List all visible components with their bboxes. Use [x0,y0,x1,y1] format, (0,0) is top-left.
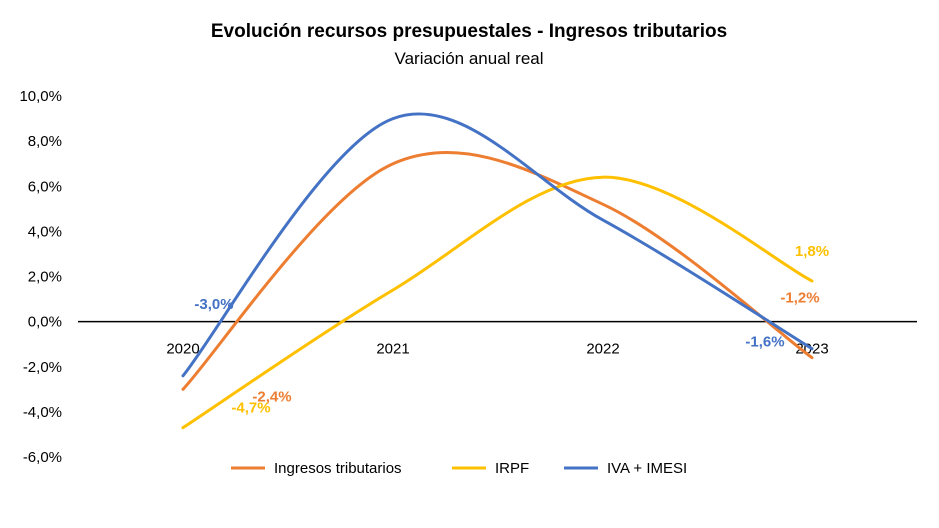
y-tick-label: -4,0% [23,404,62,421]
chart-title: Evolución recursos presupuestales - Ingr… [211,21,727,42]
x-axis: 2020 2021 2022 2023 [166,341,828,358]
legend-label-ingresos-tributarios: Ingresos tributarios [274,460,402,477]
data-label-irpf: 1,8% [795,243,829,260]
legend-label-irpf: IRPF [495,460,529,477]
data-label-iva-imesi: -3,0% [194,296,233,313]
series-line-ingresos-tributarios [181,151,814,391]
y-axis: -6,0% -4,0% -2,0% 0,0% 2,0% 4,0% 6,0% 8,0% 10,0% [19,88,62,466]
y-tick-label: -6,0% [23,449,62,466]
y-tick-label: -2,0% [23,359,62,376]
y-tick-label: 0,0% [28,314,62,331]
y-tick-label: 6,0% [28,178,62,195]
data-label-ingresos-tributarios: -1,2% [780,290,819,307]
x-tick-label: 2022 [586,341,619,358]
y-tick-label: 2,0% [28,269,62,286]
series-line-iva-imesi [181,112,814,378]
data-label-ingresos-tributarios: -2,4% [252,388,291,405]
chart-subtitle: Variación anual real [395,49,544,68]
data-labels: -2,4% -1,2% -4,7% 1,8% -3,0% -1,6% [194,243,829,417]
legend: Ingresos tributarios IRPF IVA + IMESI [231,460,687,477]
y-tick-label: 10,0% [19,88,62,105]
y-tick-label: 8,0% [28,133,62,150]
series-group [181,112,814,430]
x-tick-label: 2020 [166,341,199,358]
x-tick-label: 2021 [376,341,409,358]
series-line-irpf [181,175,814,430]
data-label-iva-imesi: -1,6% [745,334,784,351]
legend-label-iva-imesi: IVA + IMESI [607,460,687,477]
data-label-irpf: -4,7% [231,400,270,417]
y-tick-label: 4,0% [28,223,62,240]
